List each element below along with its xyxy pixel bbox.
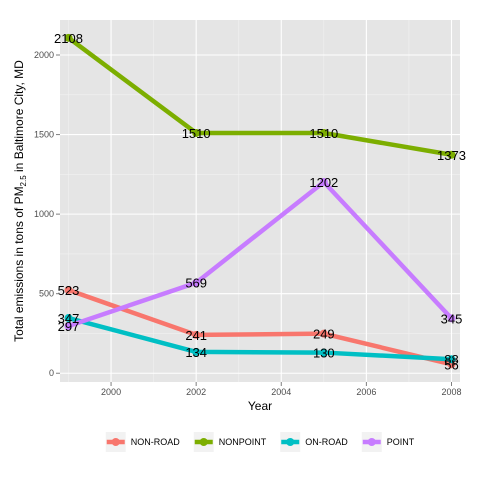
x-tick-label: 2006 xyxy=(356,387,376,397)
data-point-on-road xyxy=(64,314,73,323)
data-label-point: 1202 xyxy=(309,175,338,190)
y-tick-label: 1500 xyxy=(34,130,54,140)
series-line-point xyxy=(67,179,454,329)
data-label-point: 297 xyxy=(58,319,80,334)
data-point-point xyxy=(64,321,73,330)
legend-key-point-on-road xyxy=(286,438,295,446)
y-axis: 0 500 1000 1500 2000 xyxy=(34,50,60,378)
data-point-point xyxy=(319,177,328,186)
y-tick-label: 0 xyxy=(49,368,54,378)
y-axis-title-suffix: in Baltimore City, MD xyxy=(12,60,26,175)
data-point-nonpoint xyxy=(64,33,73,42)
data-point-on-road xyxy=(192,347,201,356)
data-label-nonpoint: 1510 xyxy=(309,126,338,141)
legend-key-point-non-road xyxy=(111,438,120,446)
y-axis-title: Total emissions in tons of PM2.5 in Balt… xyxy=(12,60,28,342)
x-axis: 2000 2002 2004 2006 2008 xyxy=(101,382,462,397)
series-line-on-road xyxy=(67,315,452,362)
legend: NON-ROAD NONPOINT ON-ROAD POINT xyxy=(105,432,415,452)
data-point-on-road xyxy=(319,348,328,357)
grid xyxy=(60,20,460,382)
data-label-nonpoint: 1510 xyxy=(182,126,211,141)
y-tick-label: 500 xyxy=(39,289,54,299)
data-label-on-road: 88 xyxy=(444,352,458,367)
data-point-point xyxy=(447,314,456,323)
x-axis-title: Year xyxy=(248,399,272,413)
legend-label-on-road: ON-ROAD xyxy=(305,437,348,447)
data-point-point xyxy=(192,278,201,287)
y-tick-label: 2000 xyxy=(34,50,54,60)
data-labels: 523 241 249 56 2108 1510 1510 1373 347 134 130 88 29… xyxy=(54,31,466,373)
data-label-on-road: 347 xyxy=(58,311,80,326)
data-label-point: 345 xyxy=(441,311,463,326)
series-line-nonpoint xyxy=(67,36,452,157)
data-point-non-road xyxy=(319,329,328,338)
data-label-on-road: 130 xyxy=(313,346,335,361)
data-label-point: 569 xyxy=(185,276,207,291)
x-tick-label: 2008 xyxy=(441,387,461,397)
y-axis-title-prefix: Total emissions in tons of PM xyxy=(12,186,26,341)
legend-label-nonpoint: NONPOINT xyxy=(219,437,267,447)
legend-label-non-road: NON-ROAD xyxy=(131,437,180,447)
data-label-nonpoint: 2108 xyxy=(54,31,83,46)
x-tick-label: 2002 xyxy=(186,387,206,397)
legend-label-point: POINT xyxy=(387,437,415,447)
data-label-non-road: 249 xyxy=(313,327,335,342)
data-label-on-road: 134 xyxy=(185,345,207,360)
data-point-on-road xyxy=(447,355,456,364)
data-label-nonpoint: 1373 xyxy=(437,148,466,163)
x-tick-label: 2004 xyxy=(271,387,291,397)
x-tick-label: 2000 xyxy=(101,387,121,397)
data-point-non-road xyxy=(192,330,201,339)
data-point-non-road xyxy=(64,286,73,295)
data-point-nonpoint xyxy=(447,150,456,159)
data-label-non-road: 241 xyxy=(185,328,207,343)
series-lines xyxy=(64,33,456,369)
legend-key-point-nonpoint xyxy=(199,438,208,446)
data-point-nonpoint xyxy=(319,128,328,137)
data-label-non-road: 523 xyxy=(58,283,80,298)
data-point-nonpoint xyxy=(192,128,201,137)
series-line-non-road xyxy=(67,287,453,367)
legend-key-point-point xyxy=(367,438,376,446)
y-tick-label: 1000 xyxy=(34,209,54,219)
y-axis-title-subscript: 2.5 xyxy=(19,175,28,187)
data-label-non-road: 56 xyxy=(444,357,458,372)
